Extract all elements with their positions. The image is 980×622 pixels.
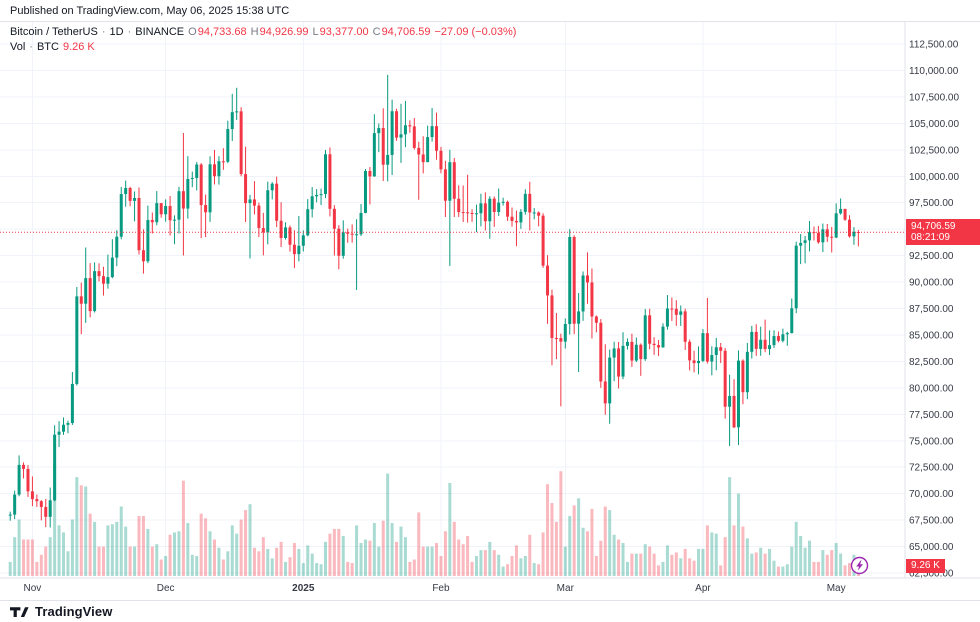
footer-bar: TradingView [0, 600, 980, 622]
tradingview-logo-icon[interactable] [10, 604, 29, 620]
price-axis-label[interactable]: 72,500.00 [909, 463, 954, 474]
price-axis-label[interactable]: 70,000.00 [909, 489, 954, 500]
symbol-row: Bitcoin / TetherUS · 1D · BINANCE O 94,73… [10, 25, 520, 40]
time-axis-label[interactable]: Dec [157, 583, 175, 594]
price-axis-label[interactable]: 80,000.00 [909, 383, 954, 394]
time-axis-label[interactable]: Mar [557, 583, 575, 594]
price-axis-label[interactable]: 105,000.00 [909, 119, 959, 130]
interval-label[interactable]: 1D [109, 26, 124, 38]
price-axis-label[interactable]: 90,000.00 [909, 278, 954, 289]
published-bar: Published on TradingView.com, May 06, 20… [0, 0, 980, 22]
last-price: 94,706.59 [911, 221, 956, 232]
time-axis-label[interactable]: Apr [695, 583, 711, 594]
candlestick-chart[interactable]: 112,500.00 110,000.00 107,500.00 105,000.00… [0, 22, 980, 600]
chart-area: 112,500.00 110,000.00 107,500.00 105,000.00… [0, 22, 980, 600]
realtime-lightning-icon[interactable] [850, 556, 869, 575]
published-text: Published on TradingView.com, May 06, 20… [10, 4, 290, 17]
ohlc-low: L 93,377.00 [312, 26, 369, 38]
separator: · [101, 26, 106, 38]
exchange-label[interactable]: BINANCE [135, 26, 185, 38]
price-axis-label[interactable]: 100,000.00 [909, 172, 959, 183]
ohlc-high: H 94,926.99 [250, 26, 309, 38]
separator: · [127, 26, 132, 38]
price-axis-label[interactable]: 85,000.00 [909, 330, 954, 341]
brand-name[interactable]: TradingView [35, 604, 113, 619]
separator: · [29, 41, 33, 53]
volume-axis-label: 9.26 K [906, 559, 945, 573]
price-axis-label[interactable]: 77,500.00 [909, 410, 954, 421]
price-axis-label[interactable]: 65,000.00 [909, 542, 954, 553]
price-axis-label[interactable]: 92,500.00 [909, 251, 954, 262]
grid-layer [0, 22, 905, 578]
price-axis-label[interactable]: 75,000.00 [909, 436, 954, 447]
price-axis-label[interactable]: 87,500.00 [909, 304, 954, 315]
time-axis-label[interactable]: Feb [432, 583, 450, 594]
price-axis-label[interactable]: 110,000.00 [909, 66, 959, 77]
price-axis-label[interactable]: 67,500.00 [909, 516, 954, 527]
time-axis-label[interactable]: 2025 [292, 583, 315, 594]
change-value: −27.09 (−0.03%) [434, 26, 517, 38]
price-axis-label[interactable]: 102,500.00 [909, 145, 959, 156]
volume-layer [8, 463, 860, 577]
price-axis-label[interactable]: 112,500.00 [909, 40, 959, 51]
candles-layer [8, 74, 860, 528]
price-axis-label[interactable]: 82,500.00 [909, 357, 954, 368]
volume-indicator-label[interactable]: Vol [10, 41, 26, 53]
price-axis-label[interactable]: 107,500.00 [909, 92, 959, 103]
time-axis-label[interactable]: May [827, 583, 846, 594]
volume-row: Vol · BTC 9.26 K [10, 40, 520, 55]
bar-close-countdown: 08:21:09 [911, 232, 950, 243]
volume-value: 9.26 K [62, 41, 95, 53]
volume-unit-label: BTC [36, 41, 59, 53]
ohlc-close: C 94,706.59 [372, 26, 431, 38]
ohlc-open: O 94,733.68 [188, 26, 247, 38]
chart-legend: Bitcoin / TetherUS · 1D · BINANCE O 94,73… [10, 25, 520, 55]
price-axis-label[interactable]: 97,500.00 [909, 198, 954, 209]
time-axis-label[interactable]: Nov [24, 583, 42, 594]
symbol-name[interactable]: Bitcoin / TetherUS [10, 26, 98, 38]
price-axis-label[interactable]: 62,500.00 [909, 569, 954, 580]
last-price-axis-label: 94,706.59 08:21:09 [906, 219, 980, 245]
